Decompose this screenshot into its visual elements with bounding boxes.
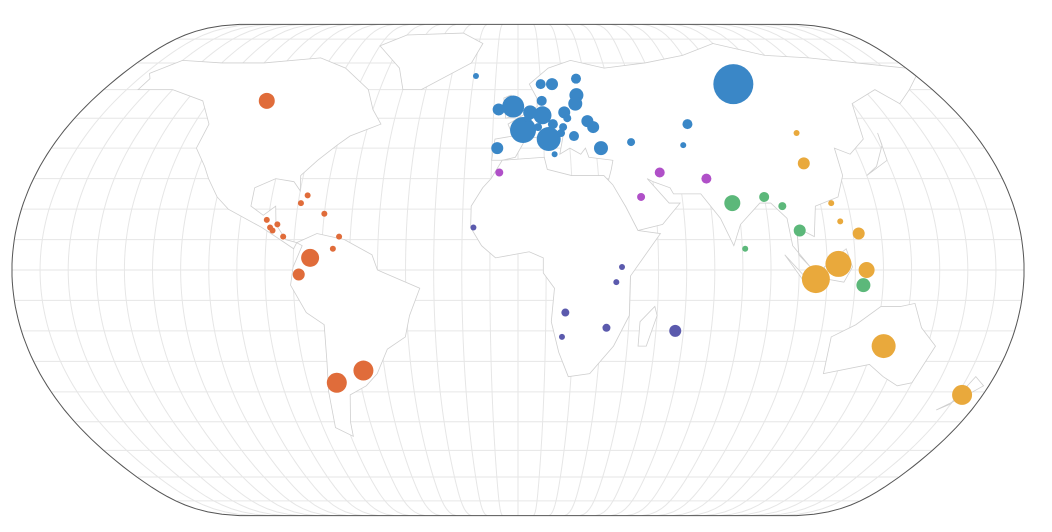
bubble	[502, 95, 525, 118]
bubble	[263, 216, 270, 223]
bubble	[613, 279, 620, 286]
bubble	[568, 96, 583, 111]
bubble	[852, 227, 865, 240]
bubble	[558, 333, 565, 340]
bubble	[535, 79, 546, 90]
bubble	[778, 202, 787, 211]
bubble	[724, 195, 741, 212]
bubble	[495, 168, 504, 177]
bubble	[952, 384, 973, 405]
bubble	[602, 323, 611, 332]
bubble	[326, 372, 347, 393]
bubble	[654, 167, 665, 178]
bubble	[793, 224, 806, 237]
bubble	[593, 141, 608, 156]
bubble	[680, 142, 687, 149]
bubble	[533, 106, 552, 125]
bubble	[587, 121, 600, 134]
bubble	[856, 278, 871, 293]
bubble	[536, 127, 561, 152]
bubble	[570, 73, 581, 84]
bubble	[534, 123, 543, 132]
bubble	[510, 117, 537, 144]
bubble	[269, 227, 276, 234]
bubble	[470, 224, 477, 231]
bubble	[353, 360, 374, 381]
land-shape	[470, 156, 662, 378]
bubble	[274, 221, 281, 228]
bubble	[491, 142, 504, 155]
land-shape	[137, 57, 382, 250]
bubble	[547, 119, 558, 130]
bubble	[713, 64, 754, 105]
bubble	[297, 200, 304, 207]
land-shape	[379, 32, 484, 91]
bubble	[557, 129, 566, 138]
land-shape	[290, 233, 421, 438]
bubble	[669, 324, 682, 337]
bubble	[546, 78, 559, 91]
land-shape	[637, 305, 658, 347]
bubble	[801, 265, 830, 294]
bubble	[701, 173, 712, 184]
bubble	[682, 119, 693, 130]
bubble	[536, 95, 547, 106]
bubble	[793, 130, 800, 137]
land	[137, 32, 985, 438]
land-shape	[866, 132, 888, 176]
bubble	[797, 157, 810, 170]
bubble	[258, 92, 275, 109]
bubble	[871, 334, 896, 359]
bubble	[759, 191, 770, 202]
bubble	[825, 250, 852, 277]
bubble	[637, 192, 646, 201]
bubble	[292, 268, 305, 281]
bubble	[837, 218, 844, 225]
bubble	[329, 245, 336, 252]
bubble	[304, 192, 311, 199]
bubble	[627, 138, 636, 147]
bubble	[561, 308, 570, 317]
bubble	[568, 131, 579, 142]
bubble	[858, 262, 875, 278]
bubble	[321, 210, 328, 217]
bubble	[619, 263, 626, 270]
map-outline	[11, 23, 1025, 517]
bubble	[523, 114, 532, 123]
bubble	[301, 248, 320, 267]
bubble	[563, 114, 572, 123]
bubble	[828, 200, 835, 207]
bubble	[472, 73, 479, 80]
land-shape	[491, 43, 917, 268]
bubble	[280, 233, 287, 240]
bubble	[742, 245, 749, 252]
bubble	[492, 103, 505, 116]
bubble	[551, 151, 558, 158]
bubble	[336, 233, 343, 240]
bubbles	[258, 64, 973, 405]
